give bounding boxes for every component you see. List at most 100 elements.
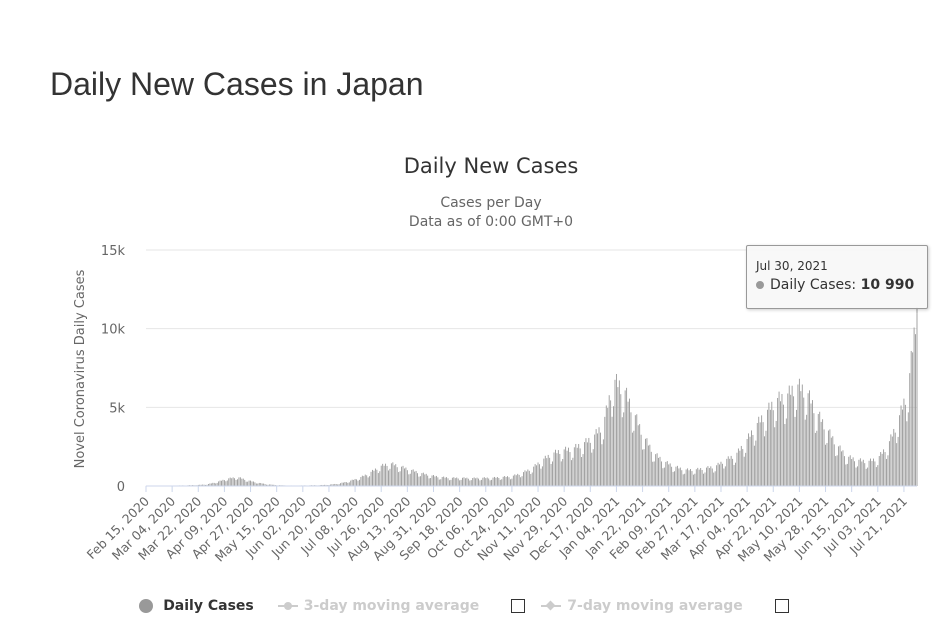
bar[interactable] — [771, 401, 773, 486]
bar[interactable] — [733, 464, 735, 486]
bar[interactable] — [852, 457, 854, 486]
bar[interactable] — [438, 479, 440, 486]
bar[interactable] — [719, 464, 720, 486]
bar[interactable] — [636, 414, 638, 486]
bar[interactable] — [579, 448, 581, 486]
bar[interactable] — [520, 477, 522, 486]
bar[interactable] — [888, 441, 890, 486]
bar[interactable] — [746, 439, 748, 486]
bar[interactable] — [242, 478, 244, 486]
bar[interactable] — [595, 429, 597, 486]
bar[interactable] — [910, 350, 912, 486]
bar[interactable] — [740, 445, 742, 486]
bar[interactable] — [469, 480, 471, 486]
bar[interactable] — [424, 474, 426, 486]
bar[interactable] — [435, 475, 437, 486]
bar[interactable] — [591, 452, 593, 486]
bar[interactable] — [537, 462, 539, 486]
bar[interactable] — [836, 455, 838, 486]
bar[interactable] — [679, 467, 681, 486]
bar[interactable] — [197, 484, 199, 486]
bar[interactable] — [486, 477, 488, 487]
bar[interactable] — [674, 471, 675, 486]
bar[interactable] — [409, 473, 411, 486]
bar[interactable] — [891, 436, 893, 486]
bar[interactable] — [512, 475, 514, 486]
bar[interactable] — [743, 456, 745, 486]
bar[interactable] — [806, 414, 808, 486]
bar[interactable] — [547, 454, 549, 486]
bar[interactable] — [700, 468, 702, 486]
bar[interactable] — [765, 430, 767, 486]
bar[interactable] — [584, 442, 585, 486]
bar[interactable] — [581, 457, 583, 486]
bar[interactable] — [329, 484, 331, 486]
checkbox-7-day-average[interactable] — [774, 599, 789, 613]
bar[interactable] — [681, 470, 683, 486]
bar[interactable] — [332, 484, 334, 486]
bar[interactable] — [708, 468, 710, 486]
bar[interactable] — [637, 425, 639, 486]
bar[interactable] — [880, 452, 882, 486]
bar[interactable] — [851, 459, 853, 486]
bar[interactable] — [528, 470, 530, 486]
bar[interactable] — [662, 468, 664, 486]
bar[interactable] — [559, 453, 561, 486]
bar[interactable] — [229, 477, 231, 486]
bar[interactable] — [421, 473, 423, 486]
checkbox-3-day-average[interactable] — [511, 599, 526, 613]
bar[interactable] — [573, 447, 575, 486]
bar[interactable] — [205, 484, 206, 486]
bar[interactable] — [450, 479, 452, 486]
bar[interactable] — [620, 394, 622, 486]
bar[interactable] — [524, 470, 526, 486]
bar[interactable] — [814, 432, 816, 486]
bar[interactable] — [472, 478, 474, 486]
bar[interactable] — [489, 480, 491, 486]
bar[interactable] — [868, 460, 870, 486]
bar[interactable] — [713, 472, 715, 486]
bar[interactable] — [210, 483, 212, 486]
bar[interactable] — [861, 461, 863, 487]
legend-item-3-day-average[interactable]: 3-day moving average — [277, 598, 479, 614]
bar[interactable] — [676, 465, 678, 486]
bar[interactable] — [823, 429, 825, 486]
bar[interactable] — [238, 477, 240, 486]
bar[interactable] — [589, 442, 591, 486]
bar[interactable] — [345, 482, 347, 486]
bar[interactable] — [514, 474, 516, 486]
bar[interactable] — [758, 416, 760, 486]
bar[interactable] — [482, 477, 484, 486]
bar[interactable] — [894, 432, 896, 486]
bar[interactable] — [383, 465, 385, 486]
bar[interactable] — [594, 434, 596, 486]
bar[interactable] — [756, 422, 758, 486]
bar[interactable] — [618, 380, 620, 486]
bar[interactable] — [335, 484, 337, 486]
bar[interactable] — [255, 483, 257, 486]
bar[interactable] — [544, 455, 546, 486]
bar[interactable] — [787, 393, 789, 486]
bar[interactable] — [835, 456, 837, 486]
bar[interactable] — [842, 450, 844, 486]
bar[interactable] — [794, 416, 796, 486]
bar[interactable] — [499, 479, 501, 486]
bar[interactable] — [431, 475, 433, 487]
bar[interactable] — [867, 467, 869, 486]
bar[interactable] — [752, 434, 754, 486]
bar[interactable] — [865, 468, 867, 486]
bar[interactable] — [414, 471, 416, 486]
bar[interactable] — [745, 452, 747, 486]
bar[interactable] — [854, 461, 856, 486]
bar[interactable] — [358, 479, 360, 486]
bar[interactable] — [273, 484, 275, 486]
bar[interactable] — [690, 469, 691, 486]
bar[interactable] — [341, 482, 343, 486]
bar[interactable] — [607, 408, 609, 486]
bar[interactable] — [479, 480, 481, 486]
bar[interactable] — [790, 394, 792, 486]
bar[interactable] — [377, 473, 379, 486]
bar[interactable] — [665, 461, 667, 486]
bar[interactable] — [453, 477, 455, 486]
bar[interactable] — [200, 484, 202, 486]
